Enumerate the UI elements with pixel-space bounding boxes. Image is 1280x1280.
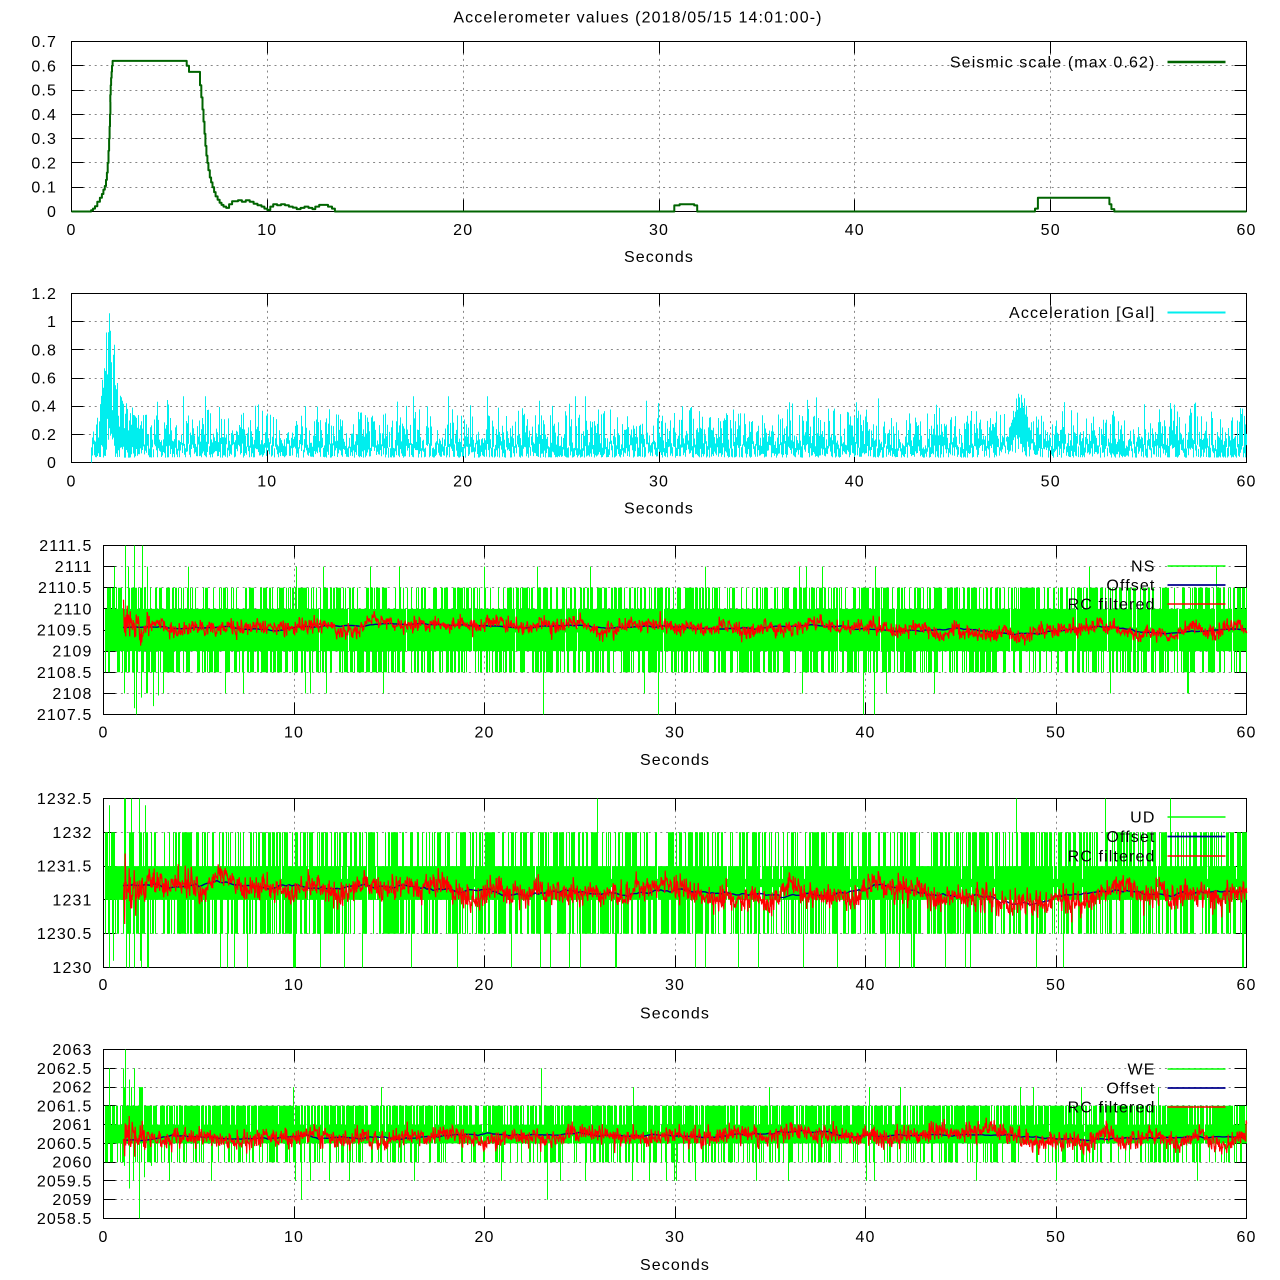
svg-text:1231.5: 1231.5 [37,859,93,876]
svg-text:50: 50 [1046,1229,1066,1246]
svg-text:50: 50 [1041,222,1061,239]
svg-text:0.2: 0.2 [31,427,57,444]
svg-text:20: 20 [474,725,494,742]
svg-text:2108: 2108 [52,686,92,703]
svg-text:0: 0 [98,977,108,994]
svg-text:Seconds: Seconds [640,1006,710,1023]
svg-text:30: 30 [665,1229,685,1246]
svg-text:Offset: Offset [1106,1081,1155,1098]
svg-text:20: 20 [474,977,494,994]
svg-text:0.2: 0.2 [31,155,57,172]
svg-text:0.6: 0.6 [31,371,57,388]
svg-text:2109.5: 2109.5 [37,623,93,640]
svg-text:1: 1 [47,314,57,331]
svg-text:0.1: 0.1 [31,180,57,197]
svg-text:2063: 2063 [52,1042,92,1059]
svg-text:Seconds: Seconds [624,501,694,518]
svg-text:2110: 2110 [54,601,93,618]
svg-text:2108.5: 2108.5 [37,665,93,682]
svg-text:NS: NS [1131,559,1155,576]
svg-text:10: 10 [257,222,277,239]
svg-text:WE: WE [1127,1062,1155,1079]
svg-text:20: 20 [453,474,473,491]
svg-text:Offset: Offset [1106,829,1155,846]
svg-text:2059.5: 2059.5 [37,1173,93,1190]
svg-text:60: 60 [1236,222,1256,239]
svg-text:0.6: 0.6 [31,58,57,75]
svg-text:0.3: 0.3 [31,131,57,148]
svg-text:10: 10 [284,725,304,742]
svg-text:2061: 2061 [52,1117,92,1134]
svg-text:0: 0 [47,455,57,472]
svg-text:40: 40 [855,1229,875,1246]
svg-text:RC filtered: RC filtered [1068,849,1156,866]
svg-text:10: 10 [257,474,277,491]
svg-text:Seismic scale (max 0.62): Seismic scale (max 0.62) [950,55,1156,72]
svg-text:Offset: Offset [1106,578,1155,595]
svg-text:50: 50 [1046,977,1066,994]
svg-text:20: 20 [474,1229,494,1246]
svg-text:0: 0 [98,725,108,742]
svg-text:0: 0 [47,204,57,221]
svg-text:60: 60 [1236,725,1256,742]
svg-text:40: 40 [855,977,875,994]
svg-text:60: 60 [1236,977,1256,994]
svg-text:40: 40 [845,474,865,491]
svg-text:60: 60 [1236,474,1256,491]
svg-text:30: 30 [649,474,669,491]
svg-text:1232.5: 1232.5 [37,791,93,808]
svg-text:2109: 2109 [52,644,92,661]
svg-text:50: 50 [1041,474,1061,491]
svg-text:40: 40 [855,725,875,742]
svg-text:10: 10 [284,977,304,994]
svg-text:Seconds: Seconds [624,249,694,266]
svg-text:2062.5: 2062.5 [37,1061,93,1078]
svg-text:2060.5: 2060.5 [37,1136,93,1153]
svg-text:40: 40 [845,222,865,239]
svg-text:2062: 2062 [52,1080,92,1097]
svg-text:Accelerometer values (2018/05/: Accelerometer values (2018/05/15 14:01:0… [453,10,822,27]
svg-text:30: 30 [665,977,685,994]
svg-text:RC filtered: RC filtered [1068,1100,1156,1117]
svg-text:1230: 1230 [52,960,92,977]
svg-text:2111: 2111 [55,559,93,576]
svg-text:0.8: 0.8 [31,342,57,359]
svg-text:1230.5: 1230.5 [37,926,93,943]
svg-text:2107.5: 2107.5 [37,707,93,724]
svg-text:1.2: 1.2 [31,286,57,303]
svg-text:0: 0 [66,222,76,239]
svg-text:0: 0 [66,474,76,491]
svg-text:2110.5: 2110.5 [38,580,92,597]
svg-text:1231: 1231 [52,892,92,909]
svg-text:2060: 2060 [52,1155,92,1172]
svg-text:30: 30 [665,725,685,742]
svg-text:0.4: 0.4 [31,107,57,124]
svg-text:20: 20 [453,222,473,239]
svg-text:50: 50 [1046,725,1066,742]
svg-text:UD: UD [1130,810,1155,827]
svg-text:0.5: 0.5 [31,83,57,100]
svg-text:1232: 1232 [52,825,92,842]
svg-text:RC filtered: RC filtered [1068,597,1156,614]
svg-text:2061.5: 2061.5 [37,1098,93,1115]
svg-text:Acceleration [Gal]: Acceleration [Gal] [1009,305,1155,322]
svg-text:2059: 2059 [52,1192,92,1209]
svg-text:0.7: 0.7 [31,34,57,51]
svg-text:Seconds: Seconds [640,1257,710,1274]
svg-text:60: 60 [1236,1229,1256,1246]
svg-text:0.4: 0.4 [31,399,57,416]
svg-text:0: 0 [98,1229,108,1246]
svg-text:2111.5: 2111.5 [39,538,92,555]
svg-text:30: 30 [649,222,669,239]
svg-text:2058.5: 2058.5 [37,1211,93,1228]
svg-text:Seconds: Seconds [640,752,710,769]
svg-text:10: 10 [284,1229,304,1246]
